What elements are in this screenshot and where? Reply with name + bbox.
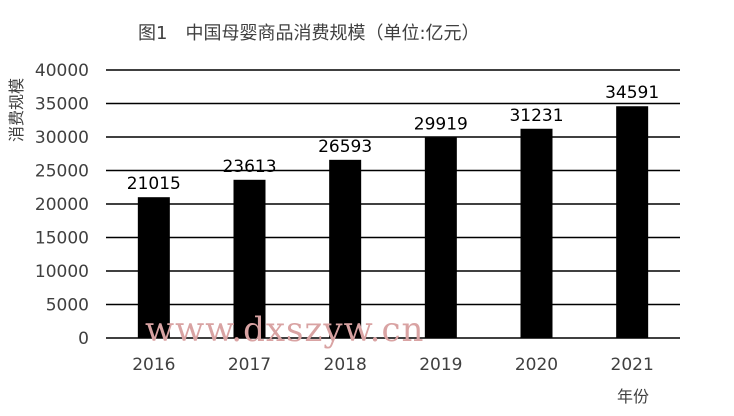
x-tick-2019: 2019 xyxy=(419,355,462,375)
y-tick-10000: 10000 xyxy=(35,262,89,282)
value-label-2016: 21015 xyxy=(127,174,181,194)
watermark: www.dxszyw.cn xyxy=(145,310,424,350)
bar-2019 xyxy=(424,137,457,338)
y-axis-label: 消费规模 xyxy=(7,78,26,142)
x-tick-2018: 2018 xyxy=(324,355,367,375)
y-tick-25000: 25000 xyxy=(35,162,89,182)
y-tick-40000: 40000 xyxy=(35,61,89,81)
x-tick-2020: 2020 xyxy=(515,355,558,375)
x-axis-label: 年份 xyxy=(617,387,649,406)
bar-2021 xyxy=(616,106,649,339)
y-tick-labels: 0 5000 10000 15000 20000 25000 30000 35000 40000 xyxy=(35,61,89,349)
bar-2020 xyxy=(520,128,553,338)
bar-2017 xyxy=(233,179,266,338)
y-tick-30000: 30000 xyxy=(35,128,89,148)
x-tick-2021: 2021 xyxy=(611,355,654,375)
value-label-2020: 31231 xyxy=(509,106,563,126)
x-tick-2016: 2016 xyxy=(132,355,175,375)
bar-2018 xyxy=(329,159,362,338)
y-tick-35000: 35000 xyxy=(35,95,89,115)
value-label-2018: 26593 xyxy=(318,137,372,157)
bar-2016 xyxy=(137,197,170,338)
gridlines xyxy=(106,69,680,339)
value-label-2021: 34591 xyxy=(605,83,659,103)
value-labels: 21015 23613 26593 29919 31231 34591 xyxy=(127,83,659,194)
x-tick-labels: 2016 2017 2018 2019 2020 2021 xyxy=(132,355,654,375)
value-label-2019: 29919 xyxy=(414,115,468,135)
x-tick-2017: 2017 xyxy=(228,355,271,375)
bars xyxy=(137,106,649,339)
value-label-2017: 23613 xyxy=(222,157,276,177)
chart-title: 图1 中国母婴商品消费规模（单位:亿元） xyxy=(138,23,480,44)
y-tick-15000: 15000 xyxy=(35,229,89,249)
y-tick-0: 0 xyxy=(78,329,89,349)
y-tick-5000: 5000 xyxy=(46,296,89,316)
y-tick-20000: 20000 xyxy=(35,195,89,215)
